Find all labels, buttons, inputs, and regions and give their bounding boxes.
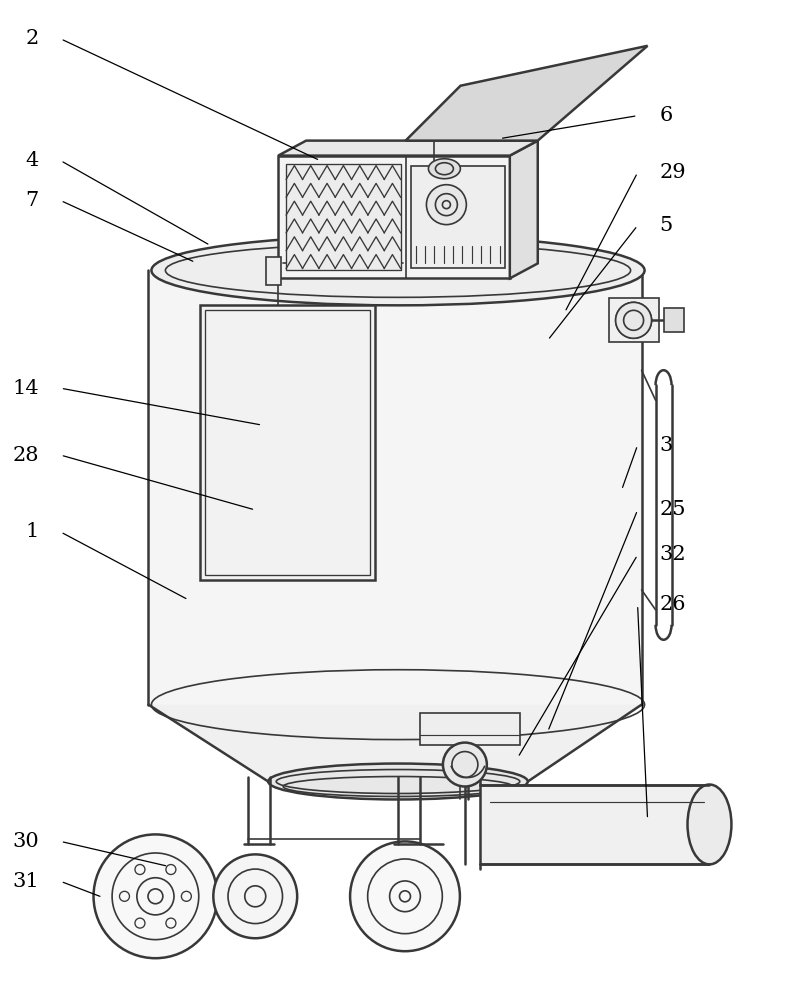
Bar — [419, 713, 519, 745]
Bar — [205, 310, 370, 575]
Ellipse shape — [93, 834, 217, 958]
Text: 28: 28 — [12, 446, 38, 465]
Text: 4: 4 — [26, 151, 38, 170]
Text: 7: 7 — [26, 191, 38, 210]
Polygon shape — [148, 270, 641, 705]
Polygon shape — [405, 46, 646, 141]
Text: 1: 1 — [25, 522, 38, 541]
Bar — [277, 156, 509, 278]
Ellipse shape — [426, 185, 466, 225]
Polygon shape — [509, 141, 537, 278]
Ellipse shape — [268, 764, 527, 799]
Ellipse shape — [428, 159, 460, 179]
Polygon shape — [277, 141, 537, 156]
Ellipse shape — [350, 841, 460, 951]
Bar — [266, 257, 281, 285]
Ellipse shape — [152, 235, 644, 305]
Text: 6: 6 — [658, 106, 672, 125]
Bar — [608, 298, 658, 342]
Bar — [200, 305, 375, 580]
Text: 2: 2 — [26, 29, 38, 48]
Text: 3: 3 — [658, 436, 672, 455]
Polygon shape — [148, 705, 641, 782]
Bar — [410, 166, 504, 268]
Bar — [286, 164, 400, 270]
Ellipse shape — [687, 785, 731, 864]
Text: 26: 26 — [658, 595, 685, 614]
Ellipse shape — [443, 743, 486, 787]
Ellipse shape — [615, 302, 650, 338]
Text: 32: 32 — [658, 545, 686, 564]
Bar — [480, 785, 709, 864]
Bar — [662, 308, 683, 332]
Text: 25: 25 — [658, 500, 685, 519]
Ellipse shape — [213, 854, 297, 938]
Text: 31: 31 — [12, 872, 38, 891]
Text: 29: 29 — [658, 163, 686, 182]
Text: 30: 30 — [12, 832, 38, 851]
Text: 5: 5 — [658, 216, 672, 235]
Ellipse shape — [615, 302, 650, 338]
Text: 14: 14 — [12, 379, 38, 398]
